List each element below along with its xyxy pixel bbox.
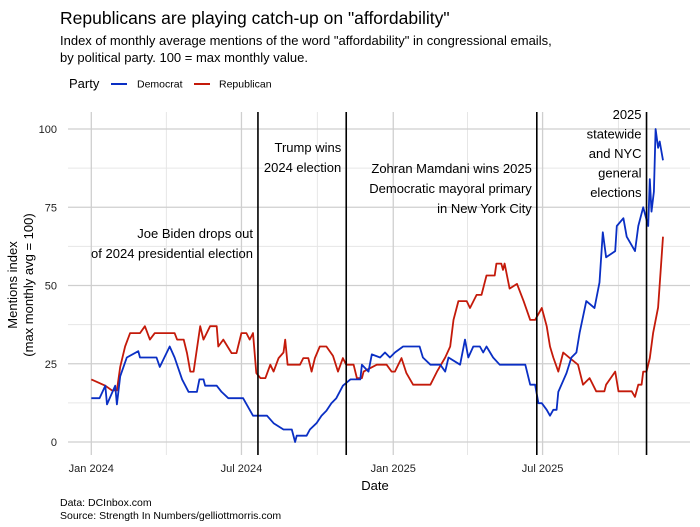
caption-source: Source: Strength In Numbers/gelliottmorr… <box>60 510 281 522</box>
y-axis-label-line-2: (max monthly avg = 100) <box>21 213 36 356</box>
event-label: in New York City <box>437 201 532 216</box>
series-line-democrat <box>91 128 664 443</box>
event-label: 2024 election <box>264 160 341 175</box>
series-line-republican <box>90 236 664 398</box>
caption-data: Data: DCInbox.com <box>60 497 152 509</box>
legend-label-republican: Republican <box>219 79 272 91</box>
event-label: of 2024 presidential election <box>91 246 253 261</box>
x-axis-label: Date <box>361 478 388 493</box>
event-label: general <box>598 166 641 181</box>
x-tick-label: Jan 2025 <box>371 463 416 475</box>
y-axis-label-line-1: Mentions index <box>5 241 20 329</box>
legend-label-democrat: Democrat <box>137 79 183 91</box>
x-tick-label: Jul 2024 <box>221 463 263 475</box>
y-tick-label: 0 <box>51 437 57 449</box>
event-label: Democratic mayoral primary <box>369 181 532 196</box>
chart-subtitle-line-1: Index of monthly average mentions of the… <box>60 33 552 48</box>
chart-title: Republicans are playing catch-up on "aff… <box>60 8 450 28</box>
event-label: elections <box>590 185 642 200</box>
grid <box>68 112 690 455</box>
chart-subtitle-line-2: by political party. 100 = max monthly va… <box>60 50 308 65</box>
x-axis-ticks: Jan 2024 Jul 2024 Jan 2025 Jul 2025 <box>69 463 564 475</box>
y-tick-label: 50 <box>45 281 57 293</box>
event-annotations: Joe Biden drops out of 2024 presidential … <box>91 107 648 455</box>
y-tick-label: 25 <box>45 359 57 371</box>
event-label: and NYC <box>589 146 642 161</box>
event-label: Trump wins <box>275 140 342 155</box>
series-lines <box>90 128 664 443</box>
event-label: Joe Biden drops out <box>137 226 253 241</box>
y-tick-label: 100 <box>39 124 57 136</box>
event-label: statewide <box>587 127 642 142</box>
legend: Party Democrat Republican <box>69 76 272 91</box>
y-tick-label: 75 <box>45 202 57 214</box>
event-label: 2025 <box>613 107 642 122</box>
x-tick-label: Jan 2024 <box>69 463 114 475</box>
y-axis-ticks: 0 25 50 75 100 <box>39 124 57 449</box>
event-label: Zohran Mamdani wins 2025 <box>371 161 531 176</box>
x-tick-label: Jul 2025 <box>522 463 564 475</box>
legend-title: Party <box>69 76 100 91</box>
